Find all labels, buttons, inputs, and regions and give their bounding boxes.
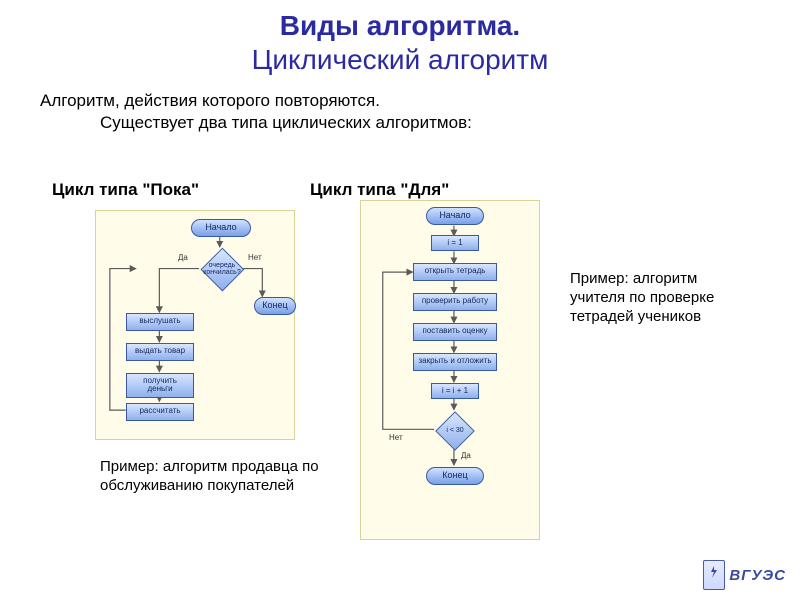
terminator-node: Конец <box>426 467 484 485</box>
process-node: открыть тетрадь <box>413 263 497 281</box>
caption-while: Пример: алгоритм продавца по обслуживани… <box>100 458 330 496</box>
flowchart-while-panel: Нет Да Начало очередь кончилась? Конец выслуш… <box>95 210 295 440</box>
decision-node: i < 30 <box>435 411 475 451</box>
process-node: i = i + 1 <box>431 383 479 399</box>
flowchart-for-panel: Да Нет Начало i = 1 открыть тетрадь проверить… <box>360 200 540 540</box>
definition-line1: Алгоритм, действия которого повторяются. <box>40 90 760 112</box>
process-node: закрыть и отложить <box>413 353 497 371</box>
process-node: выслушать <box>126 313 194 331</box>
process-node: проверить работу <box>413 293 497 311</box>
heading-while: Цикл типа "Пока" <box>52 180 199 200</box>
title-sub: Циклический алгоритм <box>0 44 800 76</box>
edge-label: Нет <box>248 253 262 262</box>
logo-text: ВГУЭС <box>729 567 786 584</box>
edge-label: Да <box>461 451 471 460</box>
terminator-node: Начало <box>191 219 251 237</box>
title-main: Виды алгоритма. <box>0 10 800 42</box>
heading-for: Цикл типа "Для" <box>310 180 449 200</box>
terminator-node: Конец <box>254 297 296 315</box>
process-node: получить деньги <box>126 373 194 398</box>
logo-icon <box>703 560 725 590</box>
caption-for: Пример: алгоритм учителя по проверке тет… <box>570 270 730 326</box>
terminator-node: Начало <box>426 207 484 225</box>
slide-title-block: Виды алгоритма. Циклический алгоритм <box>0 0 800 76</box>
definition-line2: Существует два типа циклических алгоритм… <box>40 112 760 134</box>
process-node: поставить оценку <box>413 323 497 341</box>
decision-node: очередь кончилась? <box>200 247 244 291</box>
edge-label: Нет <box>389 433 403 442</box>
edge-label: Да <box>178 253 188 262</box>
process-node: рассчитать <box>126 403 194 421</box>
process-node: i = 1 <box>431 235 479 251</box>
process-node: выдать товар <box>126 343 194 361</box>
definition-block: Алгоритм, действия которого повторяются.… <box>0 76 800 138</box>
logo: ВГУЭС <box>703 560 786 590</box>
